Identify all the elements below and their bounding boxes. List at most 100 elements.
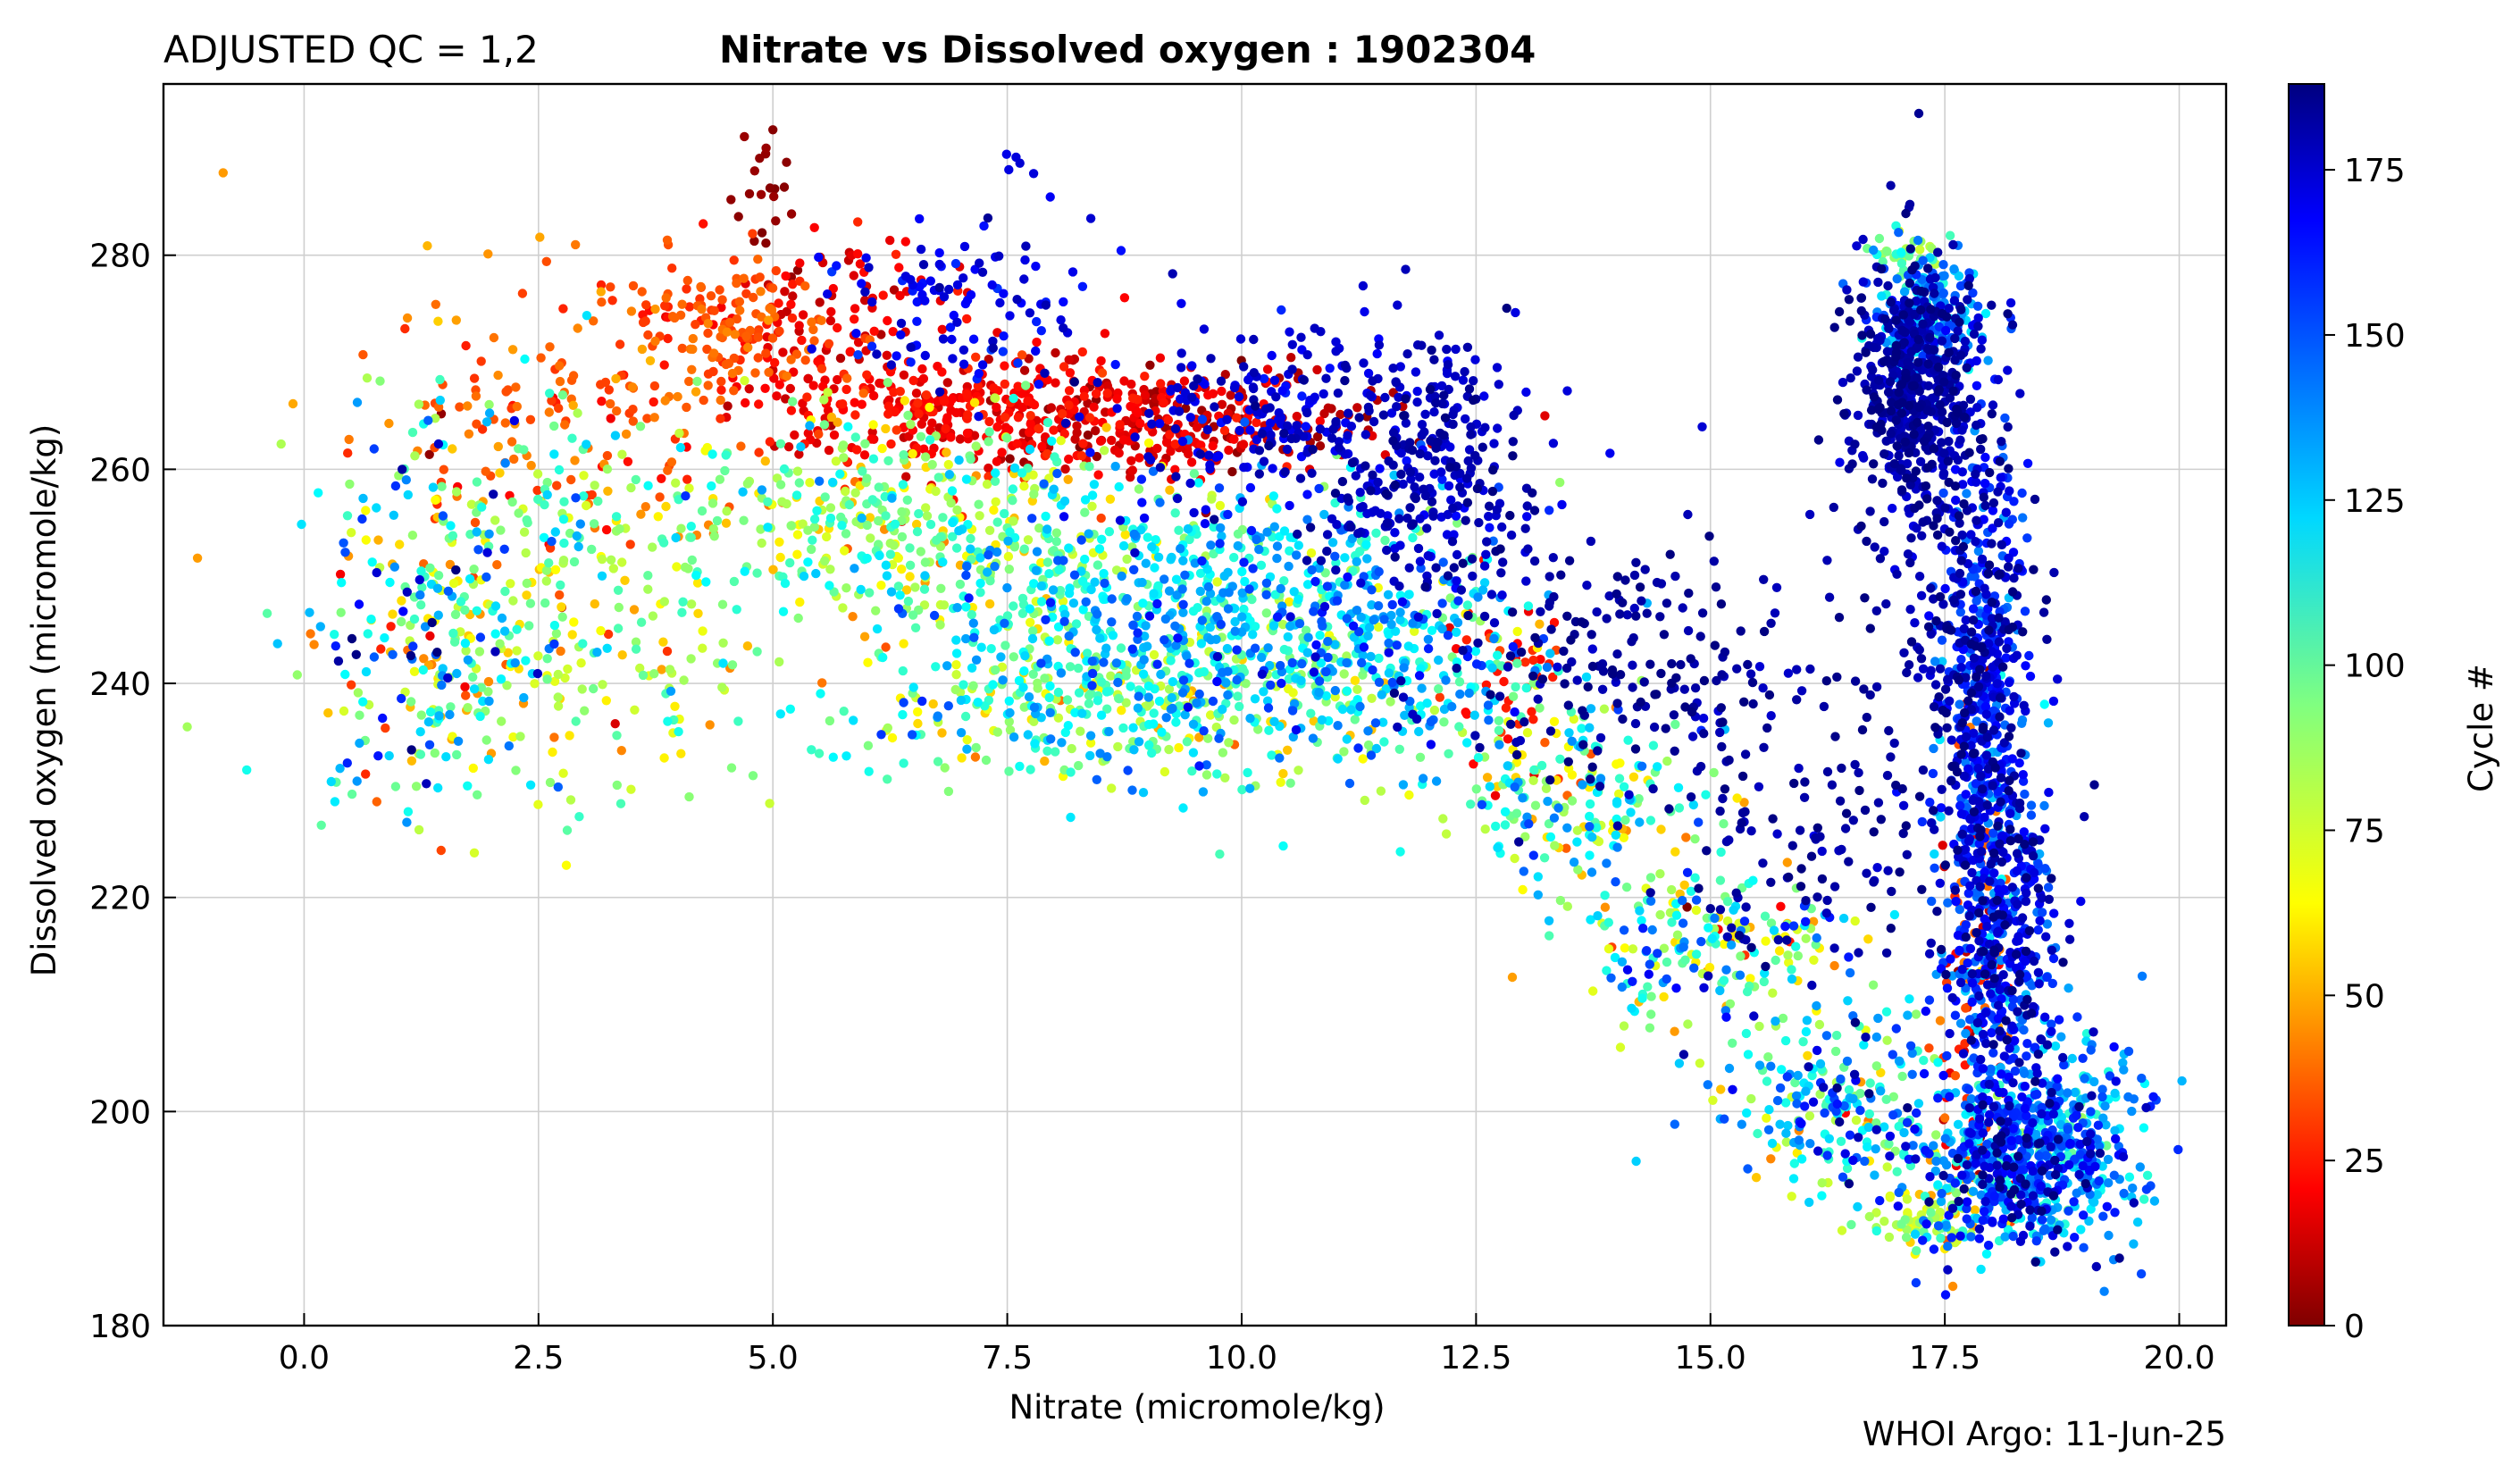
data-point <box>905 560 916 570</box>
data-point <box>1586 915 1595 925</box>
data-point <box>1683 1019 1693 1029</box>
data-point <box>1520 657 1530 667</box>
data-point <box>579 491 589 501</box>
data-point <box>2097 1084 2107 1094</box>
data-point <box>665 665 675 674</box>
data-point <box>739 273 749 283</box>
data-point <box>1224 738 1234 748</box>
data-point <box>734 297 745 306</box>
data-point <box>1339 747 1349 757</box>
data-point <box>951 635 961 645</box>
data-point <box>1426 716 1436 727</box>
data-point <box>947 394 957 405</box>
data-point <box>1019 365 1030 375</box>
data-point <box>1881 1094 1891 1105</box>
data-point <box>423 241 432 251</box>
data-point <box>1938 260 1948 270</box>
data-point <box>670 313 680 323</box>
data-point <box>883 456 893 465</box>
data-point <box>566 474 576 485</box>
data-point <box>708 523 718 534</box>
data-point <box>410 451 420 461</box>
data-point <box>1233 691 1243 701</box>
data-point <box>372 503 381 513</box>
data-point <box>1617 957 1628 967</box>
data-point <box>1138 669 1149 679</box>
data-point <box>1073 663 1084 674</box>
data-point <box>1438 814 1448 824</box>
data-point <box>1792 1099 1802 1109</box>
data-point <box>792 530 803 540</box>
data-point <box>1895 1056 1905 1067</box>
data-point <box>1903 1010 1913 1020</box>
data-point <box>1491 821 1501 832</box>
data-point <box>672 562 682 572</box>
data-point <box>898 709 908 720</box>
data-point <box>1646 1009 1656 1019</box>
data-point <box>2129 1239 2139 1249</box>
data-point <box>1882 1035 1892 1045</box>
data-point <box>1015 761 1025 772</box>
data-point <box>1671 910 1682 920</box>
data-point <box>1293 594 1303 605</box>
data-point <box>1719 939 1729 950</box>
data-point <box>2142 1170 2153 1181</box>
data-point <box>262 608 272 618</box>
data-point <box>1076 535 1086 545</box>
data-point <box>688 344 698 355</box>
data-point <box>314 488 323 498</box>
data-point <box>1374 653 1384 664</box>
data-point <box>1569 714 1579 724</box>
data-point <box>497 613 507 624</box>
data-point <box>975 588 985 598</box>
data-point <box>1441 675 1451 685</box>
data-point <box>1077 708 1087 718</box>
data-point <box>1017 350 1027 360</box>
data-point <box>1054 565 1064 575</box>
data-point <box>1182 651 1192 661</box>
data-point <box>1970 572 1980 582</box>
data-point <box>471 391 481 401</box>
data-point <box>1206 635 1216 645</box>
data-point <box>1244 584 1254 594</box>
data-point <box>1679 942 1688 952</box>
data-point <box>2047 1019 2056 1029</box>
data-point <box>598 680 607 690</box>
data-point <box>337 578 347 588</box>
data-point <box>796 442 806 452</box>
data-point <box>461 340 471 351</box>
data-point <box>825 716 835 726</box>
data-point <box>1533 872 1544 882</box>
data-point <box>1178 556 1188 565</box>
data-point <box>1919 1055 1929 1066</box>
data-point <box>1121 671 1131 681</box>
data-point <box>838 603 848 613</box>
data-point <box>1293 540 1304 550</box>
data-point <box>1637 993 1647 1003</box>
data-point <box>2177 1075 2187 1086</box>
data-point <box>1766 1061 1776 1071</box>
data-point <box>1134 691 1143 701</box>
data-point <box>1004 766 1014 776</box>
data-point <box>1199 666 1210 677</box>
data-point <box>1000 618 1009 628</box>
data-point <box>2031 1236 2041 1246</box>
data-point <box>1877 291 1887 301</box>
data-point <box>916 431 926 441</box>
data-point <box>1064 355 1074 364</box>
data-point <box>1395 615 1405 625</box>
data-point <box>1807 1070 1817 1081</box>
data-point <box>645 356 656 365</box>
data-point <box>1096 513 1106 523</box>
data-point <box>1046 734 1056 744</box>
data-point <box>1048 585 1059 595</box>
data-point <box>1936 1196 1947 1207</box>
data-point <box>1074 688 1084 698</box>
data-point <box>464 429 474 439</box>
data-point <box>1308 733 1319 743</box>
data-point <box>661 501 671 512</box>
data-point <box>369 444 379 454</box>
data-point <box>1123 766 1133 775</box>
data-point <box>452 668 462 679</box>
data-point <box>1113 741 1123 752</box>
